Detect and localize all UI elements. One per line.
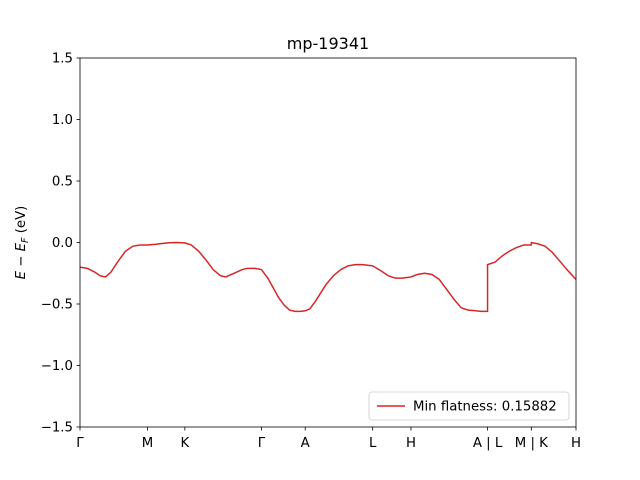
y-tick-label: −1.5: [41, 421, 73, 436]
y-tick-label: 0.0: [52, 236, 73, 251]
plot-frame: [79, 57, 577, 428]
x-tick-label: K: [180, 436, 189, 451]
x-tick-label: A | L: [473, 436, 503, 451]
y-tick-label: −1.0: [41, 359, 73, 374]
y-axis-label-main: E − E: [14, 242, 29, 279]
x-tick-label: Γ: [76, 436, 84, 451]
x-tick-label: A: [301, 436, 310, 451]
y-tick-label: 1.0: [52, 113, 73, 128]
legend-label: Min flatness: 0.15882: [413, 400, 557, 415]
x-tick-label: H: [406, 436, 416, 451]
x-tick-label: H: [571, 436, 581, 451]
x-tick-label: M: [142, 436, 153, 451]
legend: Min flatness: 0.15882: [368, 391, 570, 421]
chart-title: mp-19341: [287, 34, 369, 53]
x-tick-label: M | K: [515, 436, 548, 451]
y-axis-ticks: −1.5 −1.0 −0.5 0.0 0.5 1.0 1.5: [41, 52, 80, 436]
series-line: [79, 241, 577, 313]
y-tick-label: 0.5: [52, 175, 73, 190]
x-axis-ticks: Γ M K Γ A L H A | L M | K H: [76, 427, 581, 451]
y-axis-label-unit: (eV): [14, 206, 29, 238]
y-axis-label: E − EF (eV): [14, 206, 31, 280]
legend-box: [368, 391, 570, 421]
x-tick-label: L: [369, 436, 377, 451]
y-tick-label: 1.5: [52, 52, 73, 67]
series-layer: [79, 241, 577, 313]
x-tick-label: Γ: [258, 436, 266, 451]
y-axis-label-subscript: F: [20, 237, 31, 243]
y-tick-label: −0.5: [41, 298, 73, 313]
